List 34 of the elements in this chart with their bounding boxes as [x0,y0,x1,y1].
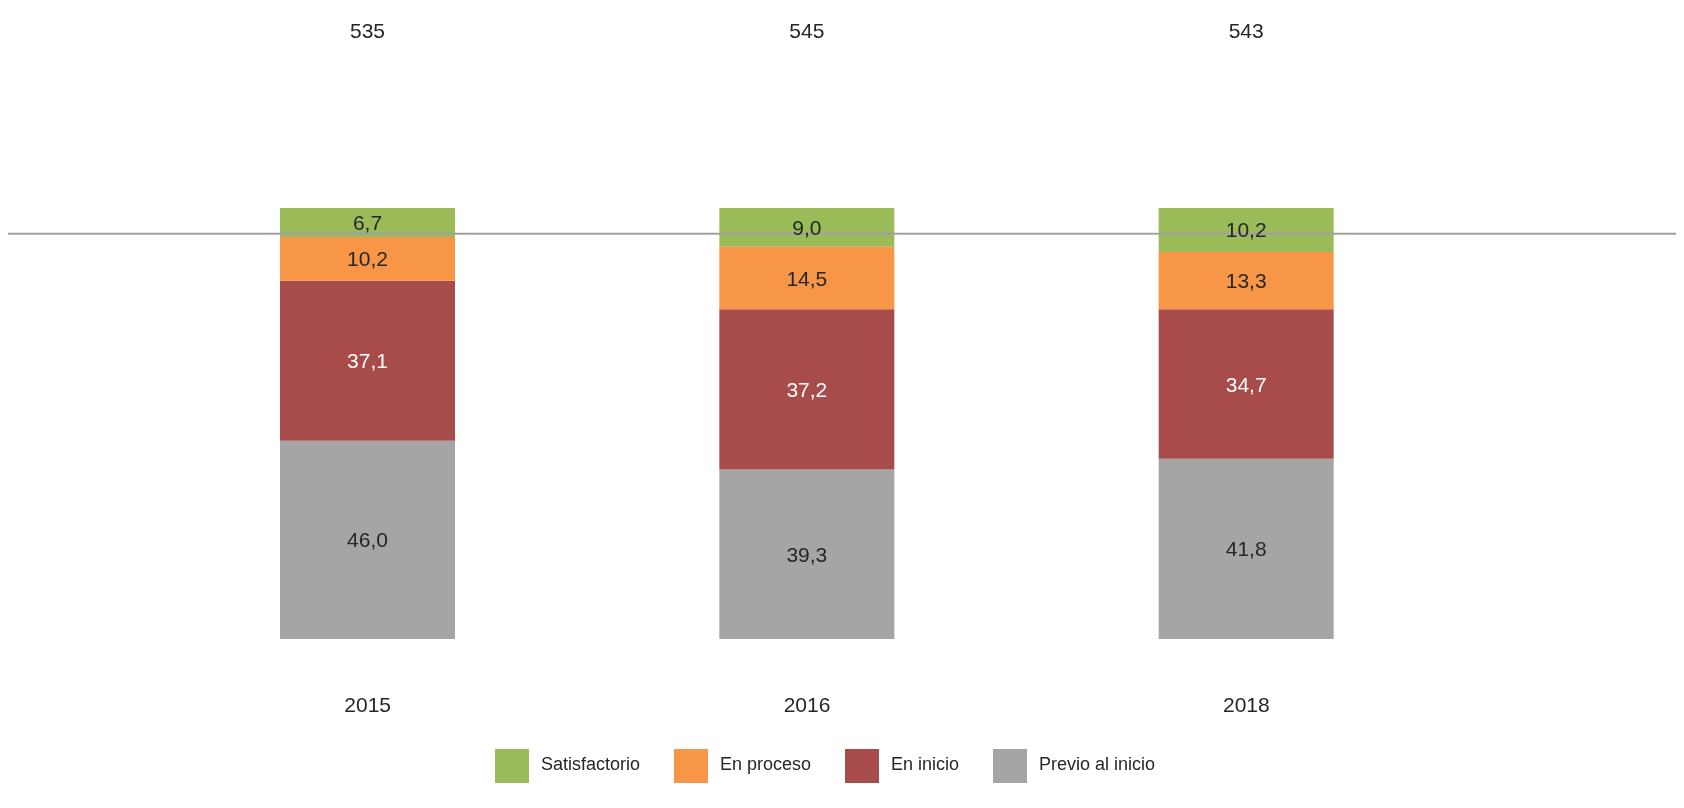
data-label: 39,3 [786,542,828,566]
x-tick-label: 2018 [1222,692,1270,716]
text: 543 [1228,18,1264,42]
bar [280,440,455,639]
bar [719,208,895,247]
data-label: 37,2 [786,377,828,401]
bar [1158,458,1334,639]
bar [280,280,455,441]
x-tick-label: 2016 [783,692,831,716]
bar [719,246,895,310]
legend-label: En proceso [719,754,811,775]
data-label: 6,7 [352,210,383,234]
data-label: 14,5 [786,266,828,290]
data-label: 41,8 [1225,537,1267,561]
x-tick-label: 2015 [344,692,392,716]
text: 545 [789,18,825,42]
data-label: 10,2 [347,247,388,271]
bar [280,236,455,281]
bar [1158,251,1334,310]
data-label: 37,1 [347,349,388,373]
text: 535 [349,18,386,42]
legend-label: Previo al inicio [1039,754,1156,775]
data-label: 10,2 [1225,218,1267,242]
data-label: 13,3 [1225,269,1267,293]
data-label: 9,0 [792,215,822,239]
legend-label: Satisfactorio [540,754,640,775]
legend-label: En inicio [891,754,960,775]
bar [280,208,455,237]
bar [1158,309,1334,459]
data-label: 46,0 [347,528,388,552]
data-label: 34,7 [1225,372,1267,396]
bar [719,469,895,639]
bar [1158,208,1334,252]
bar [719,309,895,470]
